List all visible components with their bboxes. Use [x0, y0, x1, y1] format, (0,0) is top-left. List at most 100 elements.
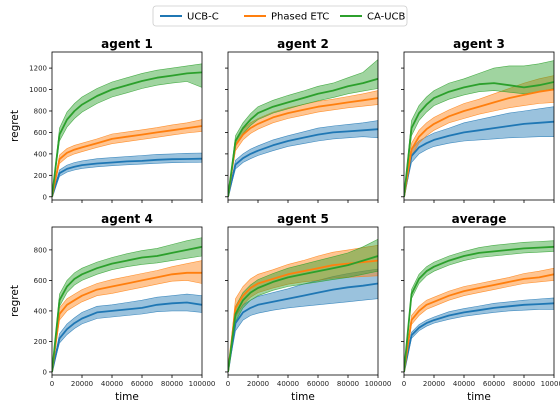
y-tick-label: 1200: [29, 65, 47, 73]
x-tick-label: 80000: [161, 380, 183, 388]
x-tick-label: 60000: [131, 380, 153, 388]
legend-frame: [152, 5, 408, 27]
panel-agent-5: agent 5 0 20000 40000 60000 80000 100000: [225, 212, 391, 388]
x-tick-label: 0: [50, 380, 54, 388]
plot-content: [404, 60, 554, 197]
panels: agent 1 0 200 400 600 800 1000 1200 agent 2 agent…: [29, 37, 560, 388]
x-tick-label: 0: [226, 380, 230, 388]
band-ca-ucb: [228, 59, 378, 197]
panel-title: agent 5: [277, 212, 329, 226]
y-tick-label: 200: [34, 338, 47, 346]
line-ca-ucb: [404, 81, 554, 197]
band-ucb-c: [228, 268, 378, 372]
plot-content: [228, 238, 378, 373]
x-tick-label: 80000: [337, 380, 359, 388]
line-ucb-c: [404, 120, 554, 197]
panel-title: agent 1: [101, 37, 153, 51]
y-axis-label: regret: [9, 110, 21, 142]
y-tick-label: 600: [34, 129, 47, 137]
y-tick-label: 1000: [29, 86, 47, 94]
panel-agent-1: agent 1 0 200 400 600 800 1000 1200: [29, 37, 203, 203]
panel-agent-2: agent 2: [225, 37, 379, 203]
axes-frame: [403, 226, 555, 376]
legend-label-ca-ucb: CA-UCB: [367, 12, 406, 23]
x-tick-label: 40000: [453, 380, 475, 388]
panel-title: agent 3: [453, 37, 505, 51]
line-ca-ucb: [404, 245, 554, 372]
plot-content: [404, 240, 554, 373]
line-ucb-c: [228, 128, 378, 198]
y-tick-label: 0: [43, 193, 47, 201]
plot-area: [404, 52, 554, 200]
line-ucb-c: [228, 282, 378, 373]
band-ca-ucb: [228, 238, 378, 372]
plot-content: [52, 237, 202, 373]
x-axis-label: time: [467, 391, 491, 403]
legend: UCB-C Phased ETC CA-UCB: [152, 5, 408, 27]
band-phased-etc: [52, 260, 202, 372]
legend-label-phased-etc: Phased ETC: [271, 12, 329, 23]
line-ca-ucb: [52, 245, 202, 372]
plot-area: [404, 227, 554, 375]
y-tick-label: 400: [34, 150, 47, 158]
plot-area: [52, 52, 202, 200]
y-axis-label: regret: [9, 285, 21, 317]
line-phased-etc: [52, 271, 202, 373]
line-phased-etc: [228, 259, 378, 373]
x-tick-label: 20000: [247, 380, 269, 388]
x-tick-label: 40000: [101, 380, 123, 388]
legend-label-ucb-c: UCB-C: [187, 12, 219, 23]
band-phased-etc: [404, 267, 554, 372]
line-ca-ucb: [228, 77, 378, 197]
line-phased-etc: [228, 97, 378, 197]
line-phased-etc: [52, 125, 202, 197]
y-tick-label: 600: [34, 277, 47, 285]
x-tick-label: 60000: [307, 380, 329, 388]
panel-title: agent 2: [277, 37, 329, 51]
band-ucb-c: [52, 293, 202, 372]
y-tick-label: 800: [34, 107, 47, 115]
band-ca-ucb: [404, 240, 554, 372]
axis-labels: regret regret time time time: [9, 110, 491, 403]
axes-frame: [227, 226, 379, 376]
x-tick-label: 100000: [365, 380, 392, 388]
band-ca-ucb: [52, 63, 202, 197]
axes-frame: [403, 51, 555, 201]
x-tick-label: 40000: [277, 380, 299, 388]
line-ca-ucb: [228, 255, 378, 373]
band-phased-etc: [228, 244, 378, 372]
y-tick-label: 800: [34, 246, 47, 254]
panel-average: average 0 20000 40000 60000 80000 100000: [401, 212, 560, 388]
band-phased-etc: [228, 90, 378, 197]
line-phased-etc: [404, 88, 554, 197]
band-phased-etc: [404, 75, 554, 197]
y-tick-label: 400: [34, 307, 47, 315]
band-ucb-c: [228, 120, 378, 197]
panel-title: agent 4: [101, 212, 153, 226]
axes-frame: [51, 51, 203, 201]
x-axis-label: time: [115, 391, 139, 403]
axes-frame: [51, 226, 203, 376]
x-tick-label: 100000: [189, 380, 216, 388]
band-ucb-c: [404, 297, 554, 372]
x-tick-label: 100000: [541, 380, 560, 388]
line-ucb-c: [52, 157, 202, 198]
line-ucb-c: [404, 302, 554, 373]
band-ucb-c: [404, 106, 554, 197]
line-ca-ucb: [52, 71, 202, 197]
x-axis-label: time: [291, 391, 315, 403]
line-ucb-c: [52, 301, 202, 373]
x-tick-label: 20000: [71, 380, 93, 388]
plot-content: [228, 59, 378, 198]
x-tick-label: 60000: [483, 380, 505, 388]
plot-content: [52, 63, 202, 198]
line-phased-etc: [404, 273, 554, 373]
x-tick-label: 0: [402, 380, 406, 388]
y-tick-label: 0: [43, 368, 47, 376]
axes-frame: [227, 51, 379, 201]
panel-agent-4: agent 4 0 20000 40000 60000 80000 100000 0 200 40…: [34, 212, 216, 388]
y-tick-label: 200: [34, 172, 47, 180]
x-tick-label: 80000: [513, 380, 535, 388]
panel-agent-3: agent 3: [401, 37, 555, 203]
